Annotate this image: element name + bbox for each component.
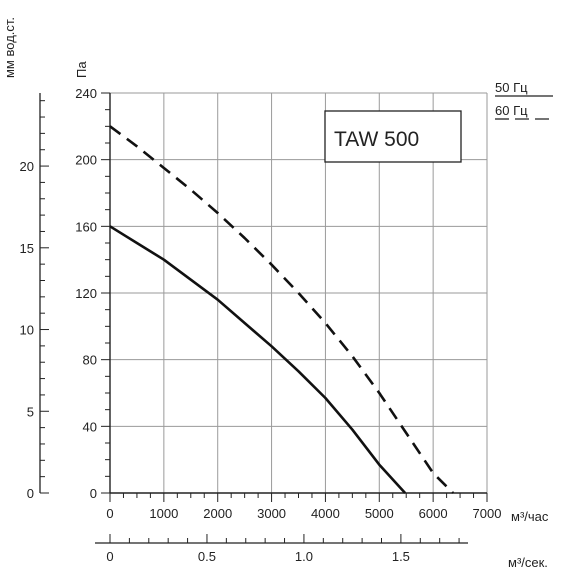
secondary-x-tick-label: 1.0 [295,549,313,564]
y-tick-label: 200 [75,153,97,168]
x-tick-label: 0 [106,506,113,521]
legend-label: 50 Гц [495,80,528,95]
series-line-60hz [109,125,455,494]
chart-title: TAW 500 [334,128,419,151]
y-tick-label: 80 [83,353,97,368]
x-tick-label: 3000 [257,506,286,521]
y-tick-label: 0 [90,486,97,501]
secondary-x-tick-label: 1.5 [392,549,410,564]
x-tick-label: 5000 [365,506,394,521]
y-tick-label: 40 [83,419,97,434]
secondary-y-tick-label: 15 [20,241,34,256]
series [109,125,455,494]
y-axis-label: Па [74,61,89,78]
model-label-frame [324,110,462,163]
x-axis-label: м³/час [511,509,549,524]
x-tick-label: 4000 [311,506,340,521]
y-tick-label: 240 [75,86,97,101]
legend-label: 60 Гц [495,103,528,118]
x-tick-label: 6000 [419,506,448,521]
secondary-y-tick-label: 10 [20,323,34,338]
secondary-x-tick-label: 0.5 [198,549,216,564]
secondary-x-axis-label: м³/сек. [508,555,548,570]
secondary-y-tick-label: 20 [20,159,34,174]
series-line-50hz [109,225,407,494]
y-tick-label: 120 [75,286,97,301]
secondary-x-tick-label: 0 [106,549,113,564]
axis-labels: Па мм вод.ст. м³/час м³/сек. [2,17,549,570]
x-tick-label: 2000 [203,506,232,521]
x-tick-label: 1000 [149,506,178,521]
secondary-y-tick-label: 5 [27,404,34,419]
model-label-box: TAW 500 [324,110,462,163]
legend: 50 Гц 60 Гц [495,80,553,120]
secondary-y-axis-label: мм вод.ст. [2,17,17,78]
y-tick-label: 160 [75,219,97,234]
secondary-y-tick-label: 0 [27,486,34,501]
x-tick-label: 7000 [473,506,502,521]
